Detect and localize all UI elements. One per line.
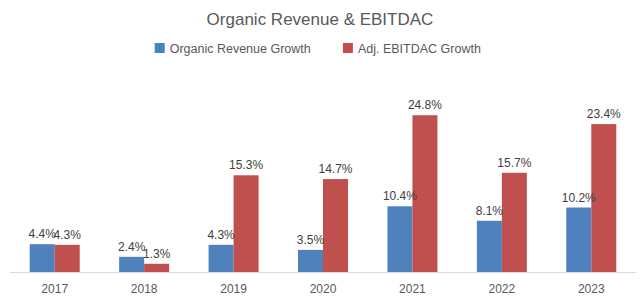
bar (566, 208, 591, 272)
x-tick-label: 2017 (41, 282, 68, 296)
data-label: 4.3% (54, 228, 82, 242)
bar (55, 245, 80, 272)
legend-swatch (155, 43, 165, 53)
x-tick-label: 2019 (220, 282, 247, 296)
data-label: 8.1% (476, 204, 504, 218)
x-tick-label: 2020 (310, 282, 337, 296)
data-label: 15.7% (497, 156, 531, 170)
bar (387, 206, 412, 272)
data-label: 15.3% (229, 158, 263, 172)
data-label: 14.7% (318, 162, 352, 176)
legend-label: Adj. EBITDAC Growth (358, 42, 481, 56)
bar (30, 244, 55, 272)
data-label: 1.3% (143, 247, 171, 261)
chart: Organic Revenue & EBITDAC Organic Revenue… (0, 0, 640, 305)
legend-swatch (343, 43, 353, 53)
data-label: 23.4% (587, 107, 621, 121)
data-label: 2.4% (118, 240, 146, 254)
data-label: 24.8% (408, 98, 442, 112)
bar (298, 250, 323, 272)
x-tick-label: 2022 (489, 282, 516, 296)
bar (144, 264, 169, 272)
data-labels: 4.4%4.3%2.4%1.3%4.3%15.3%3.5%14.7%10.4%2… (29, 98, 622, 261)
x-axis-line (10, 272, 636, 273)
data-label: 3.5% (297, 233, 325, 247)
bar (234, 175, 259, 272)
data-label: 10.4% (383, 189, 417, 203)
bar (209, 245, 234, 272)
x-tick-label: 2021 (399, 282, 426, 296)
x-tick-label: 2018 (131, 282, 158, 296)
legend-label: Organic Revenue Growth (170, 42, 311, 56)
data-label: 4.4% (29, 227, 57, 241)
bar (502, 173, 527, 272)
data-label: 10.2% (562, 191, 596, 205)
legend: Organic Revenue Growth Adj. EBITDAC Growt… (155, 42, 481, 56)
bar (477, 221, 502, 272)
bar (119, 257, 144, 272)
x-tick-label: 2023 (578, 282, 605, 296)
data-label: 4.3% (207, 228, 235, 242)
bar (323, 179, 348, 272)
title: Organic Revenue & EBITDAC (207, 10, 434, 29)
bars (30, 115, 617, 272)
